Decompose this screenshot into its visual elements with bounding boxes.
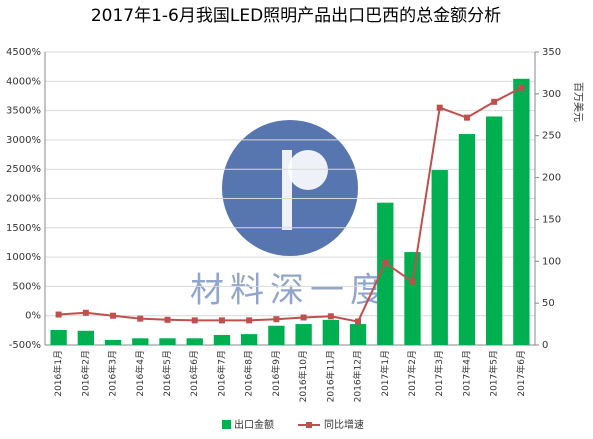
y-tick-label: 1500% — [6, 223, 41, 234]
line-marker — [273, 316, 280, 323]
y-tick-label: 4500% — [6, 47, 41, 58]
line-marker — [218, 317, 225, 324]
line-marker — [327, 313, 334, 320]
x-tick-label: 2016年12月 — [352, 350, 364, 402]
bar — [431, 170, 448, 345]
bar — [104, 339, 122, 345]
bar — [132, 338, 149, 345]
bar — [159, 338, 176, 345]
line-marker — [300, 314, 307, 321]
y-tick-label: 2500% — [6, 164, 41, 175]
y-tick-label: 4000% — [6, 76, 41, 87]
x-tick-label: 2017年1月 — [379, 350, 391, 397]
line-marker — [355, 318, 362, 325]
x-tick-label: 2016年5月 — [161, 350, 173, 397]
y2-tick-label: 250 — [542, 131, 561, 142]
legend-label: 同比增速 — [324, 418, 364, 431]
bar — [77, 330, 94, 345]
bar — [404, 252, 421, 345]
x-tick-label: 2017年6月 — [515, 350, 527, 397]
y-tick-label: 0% — [25, 311, 41, 322]
watermark: 材料深一度 — [190, 271, 390, 311]
x-tick-label: 2017年3月 — [433, 350, 445, 397]
bar — [486, 116, 503, 346]
x-tick-label: 2017年4月 — [460, 350, 472, 397]
x-tick-label: 2016年10月 — [297, 350, 309, 402]
line-marker — [409, 278, 416, 285]
x-tick-label: 2016年9月 — [270, 350, 282, 397]
y-tick-label: 3500% — [6, 106, 41, 117]
chart-title: 2017年1-6月我国LED照明产品出口巴西的总金额分析 — [91, 6, 501, 26]
y2-tick-label: 300 — [542, 89, 561, 100]
x-tick-label: 2016年2月 — [79, 350, 91, 397]
line-marker — [137, 315, 144, 322]
watermark-logo-mark — [288, 150, 328, 190]
y2-tick-label: 100 — [542, 256, 561, 267]
y2-tick-label: 0 — [542, 340, 548, 351]
bar — [322, 319, 339, 345]
y2-tick-label: 50 — [542, 298, 555, 309]
line-marker — [518, 84, 525, 91]
legend-label: 出口金额 — [234, 418, 274, 431]
line-marker — [110, 312, 117, 319]
y2-tick-label: 350 — [542, 47, 561, 58]
y2-axis-label: 百万美元 — [572, 82, 585, 122]
bar — [186, 338, 203, 345]
bar — [458, 134, 476, 345]
legend-swatch — [306, 422, 312, 428]
line-marker — [436, 104, 443, 111]
x-tick-label: 2016年4月 — [134, 350, 146, 397]
line-marker — [246, 317, 253, 324]
x-tick-label: 2017年5月 — [488, 350, 500, 397]
x-tick-label: 2016年8月 — [243, 350, 255, 397]
line-marker — [164, 316, 171, 323]
y2-tick-label: 200 — [542, 173, 561, 184]
line-marker — [463, 114, 470, 121]
y-tick-label: 3000% — [6, 135, 41, 146]
x-tick-label: 2016年7月 — [215, 350, 227, 397]
bar — [50, 329, 67, 345]
line — [58, 86, 522, 323]
bar — [295, 324, 312, 345]
y-tick-label: 2000% — [6, 194, 41, 205]
x-tick-label: 2017年2月 — [406, 350, 418, 397]
line-marker — [191, 317, 198, 324]
line-marker — [382, 259, 389, 266]
x-tick-label: 2016年6月 — [188, 350, 200, 397]
line-marker — [82, 309, 89, 316]
line-marker — [491, 98, 498, 105]
watermark-logo-mark — [282, 150, 292, 230]
legend-swatch — [222, 420, 231, 429]
bar — [268, 325, 285, 345]
bar — [377, 202, 394, 345]
y2-tick-label: 150 — [542, 214, 561, 225]
y-tick-label: -500% — [9, 340, 41, 351]
x-tick-label: 2016年1月 — [52, 350, 64, 397]
x-tick-label: 2016年3月 — [107, 350, 119, 397]
y-tick-label: 500% — [12, 281, 41, 292]
bar — [241, 334, 258, 345]
y-tick-label: 1000% — [6, 252, 41, 263]
bar — [213, 334, 231, 345]
bar — [513, 78, 530, 345]
bar — [349, 324, 367, 345]
x-tick-label: 2016年11月 — [324, 350, 336, 402]
line-marker — [55, 311, 62, 318]
